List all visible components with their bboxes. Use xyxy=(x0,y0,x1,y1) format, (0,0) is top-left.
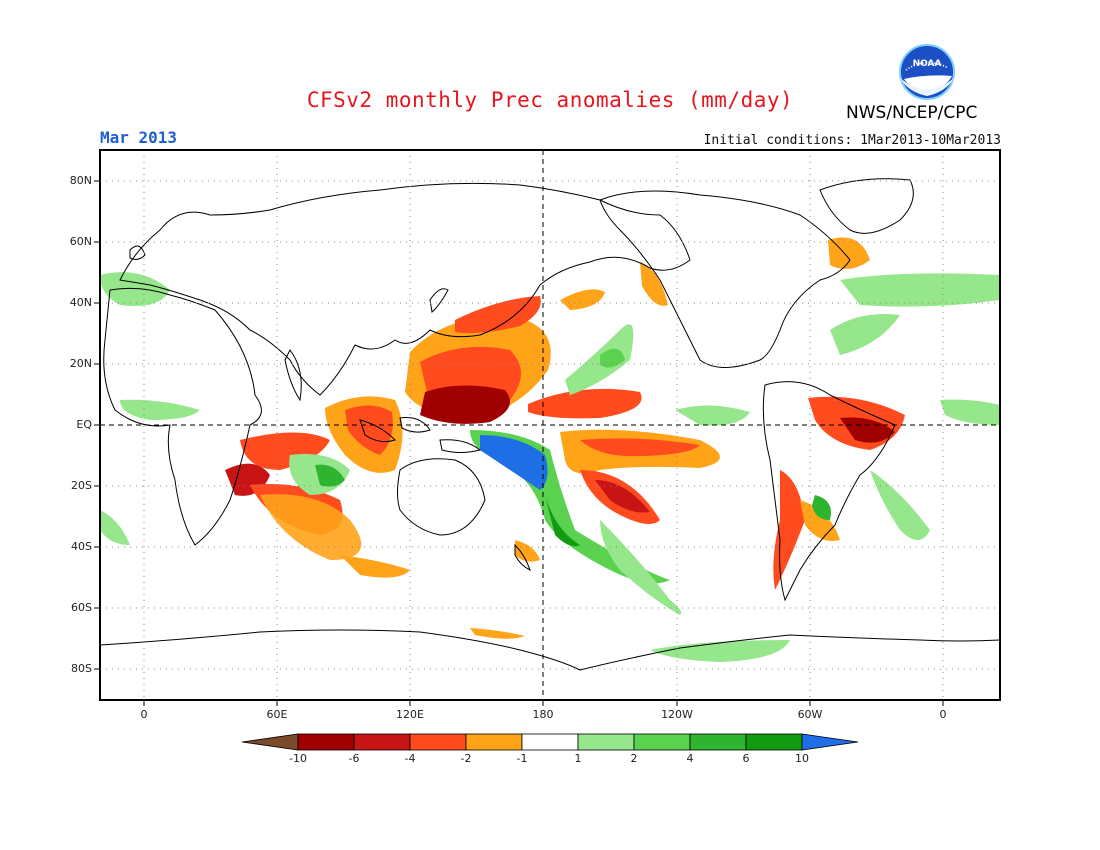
colorbar-swatch xyxy=(353,733,411,751)
dry-region xyxy=(560,289,605,310)
colorbar-swatch xyxy=(745,733,803,751)
dry-region xyxy=(840,417,895,443)
lat-label: 40N xyxy=(69,296,92,309)
lon-label: 60W xyxy=(797,708,823,721)
colorbar-label: 2 xyxy=(630,752,638,765)
lat-label: 80N xyxy=(69,174,92,187)
colorbar-swatch xyxy=(297,733,355,751)
wet-region xyxy=(100,272,170,306)
chart-title: CFSv2 monthly Prec anomalies (mm/day) xyxy=(306,88,794,112)
colorbar-label: -2 xyxy=(460,752,472,765)
dry-region xyxy=(340,555,410,578)
wet-region xyxy=(315,464,345,487)
colorbar-label: 4 xyxy=(686,752,694,765)
lon-label: 180 xyxy=(532,708,554,721)
dry-region xyxy=(828,237,870,269)
lon-label: 120E xyxy=(396,708,424,721)
month-label: Mar 2013 xyxy=(100,128,178,147)
lat-label: 20S xyxy=(71,479,92,492)
dry-region xyxy=(595,480,650,513)
dry-region xyxy=(260,494,362,560)
colorbar-swatch xyxy=(465,733,523,751)
wet-region xyxy=(650,640,790,662)
colorbar-label: 6 xyxy=(742,752,750,765)
reference-lines xyxy=(100,150,1000,700)
dry-region xyxy=(515,540,540,562)
dry-region xyxy=(240,432,330,470)
dry-region xyxy=(420,385,510,424)
colorbar-label: -10 xyxy=(289,752,307,765)
lat-label: 60N xyxy=(69,235,92,248)
anomaly-fields xyxy=(100,237,1000,662)
wet-region xyxy=(100,510,130,545)
gridlines xyxy=(100,150,1000,700)
colorbar-swatch xyxy=(633,733,691,751)
colorbar-swatch-lt-10 xyxy=(241,733,299,751)
initial-conditions: Initial conditions: 1Mar2013-10Mar2013 xyxy=(703,133,1001,148)
lat-label: EQ xyxy=(76,418,92,431)
wet-region xyxy=(600,348,625,368)
lon-label: 60E xyxy=(266,708,288,721)
colorbar-label: 10 xyxy=(795,752,809,765)
wet-region xyxy=(675,405,750,426)
lon-label: 0 xyxy=(939,708,947,721)
dry-region xyxy=(580,438,700,457)
wet-region xyxy=(840,273,1000,307)
colorbar-swatch xyxy=(409,733,467,751)
wet-region xyxy=(120,399,200,420)
wet-region xyxy=(545,495,580,547)
colorbar-label: -6 xyxy=(348,752,360,765)
dry-region xyxy=(640,262,668,306)
lon-label: 120W xyxy=(661,708,693,721)
colorbar-label: -1 xyxy=(516,752,528,765)
logo-text: NOAA xyxy=(913,59,942,69)
coastlines xyxy=(100,178,1000,671)
colorbar xyxy=(241,733,859,751)
lat-label: 60S xyxy=(71,601,92,614)
tick-marks xyxy=(94,180,944,706)
lon-label: 0 xyxy=(140,708,148,721)
wet-region xyxy=(940,399,1000,425)
wet-region xyxy=(480,435,548,490)
wet-region xyxy=(870,470,930,540)
dry-region xyxy=(528,388,642,419)
wet-region xyxy=(600,520,682,615)
agency-label: NWS/NCEP/CPC xyxy=(846,103,978,123)
dry-region xyxy=(773,470,805,590)
colorbar-label: 1 xyxy=(574,752,582,765)
colorbar-swatch-gt-10 xyxy=(801,733,859,751)
colorbar-swatch xyxy=(521,733,579,751)
colorbar-swatch xyxy=(577,733,635,751)
noaa-logo: NOAA xyxy=(899,44,955,100)
dry-region xyxy=(345,405,393,455)
wet-region xyxy=(565,324,634,395)
colorbar-label: -4 xyxy=(404,752,416,765)
wet-region xyxy=(830,314,900,355)
wet-region xyxy=(812,495,831,520)
lat-label: 80S xyxy=(71,662,92,675)
colorbar-swatch xyxy=(689,733,747,751)
dry-region xyxy=(455,296,541,334)
dry-region xyxy=(470,628,525,639)
lat-label: 20N xyxy=(69,357,92,370)
lat-label: 40S xyxy=(71,540,92,553)
